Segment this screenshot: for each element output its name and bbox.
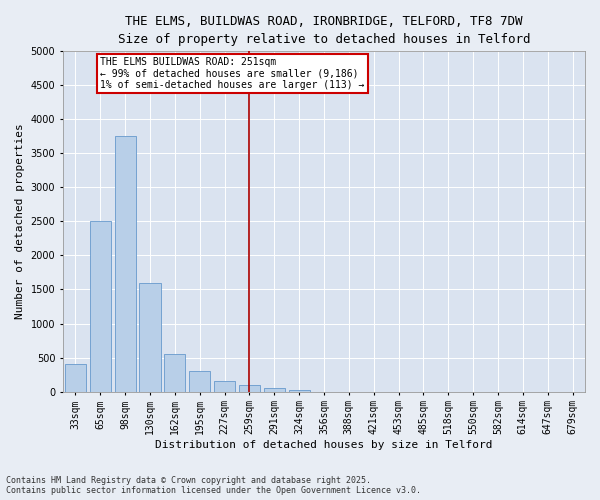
Text: THE ELMS BUILDWAS ROAD: 251sqm
← 99% of detached houses are smaller (9,186)
1% o: THE ELMS BUILDWAS ROAD: 251sqm ← 99% of … — [100, 57, 365, 90]
Bar — [239, 385, 260, 392]
Bar — [115, 136, 136, 392]
Text: Contains HM Land Registry data © Crown copyright and database right 2025.
Contai: Contains HM Land Registry data © Crown c… — [6, 476, 421, 495]
Y-axis label: Number of detached properties: Number of detached properties — [15, 124, 25, 320]
Bar — [65, 364, 86, 392]
Bar — [289, 390, 310, 392]
Bar — [89, 222, 111, 392]
Bar — [189, 371, 210, 392]
Bar — [263, 388, 285, 392]
Bar — [139, 282, 161, 392]
Title: THE ELMS, BUILDWAS ROAD, IRONBRIDGE, TELFORD, TF8 7DW
Size of property relative : THE ELMS, BUILDWAS ROAD, IRONBRIDGE, TEL… — [118, 15, 530, 46]
X-axis label: Distribution of detached houses by size in Telford: Distribution of detached houses by size … — [155, 440, 493, 450]
Bar — [214, 382, 235, 392]
Bar — [164, 354, 185, 392]
